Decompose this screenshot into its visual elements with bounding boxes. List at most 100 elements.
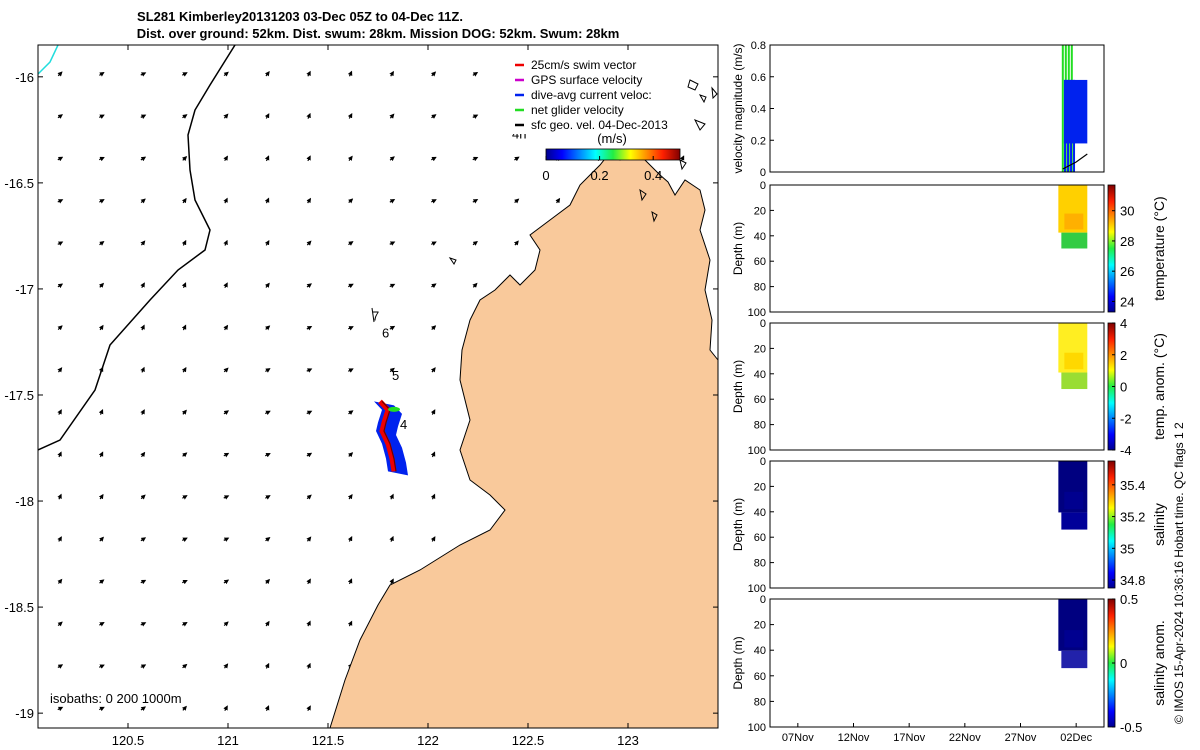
velocity-arrow xyxy=(431,325,437,331)
velocity-arrow xyxy=(223,71,229,77)
panel-y-tick-label: 100 xyxy=(748,722,766,734)
velocity-arrow xyxy=(306,705,311,711)
velocity-arrow xyxy=(223,155,228,162)
velocity-arrow xyxy=(389,535,394,542)
temp_anom-colorbar-tick-label: 4 xyxy=(1120,316,1127,331)
map-panel: 120.5 121 121.5 122 122.5 123 -16 -16.5 -17 -17.… xyxy=(4,44,719,748)
colorbar-tick-label: 0 xyxy=(542,168,549,183)
velocity-arrow xyxy=(182,114,188,119)
track-time-label: 4 xyxy=(400,417,407,432)
temp_anom-colorbar-tick-label: -4 xyxy=(1120,443,1132,458)
panel-y-tick-label: 80 xyxy=(754,696,766,708)
panel-y-label: Depth (m) xyxy=(731,360,745,413)
panel-x-tick-label: 12Nov xyxy=(838,732,870,744)
velocity-arrow xyxy=(389,198,396,204)
velocity-arrow xyxy=(264,620,270,627)
panel-x-tick-label: 02Dec xyxy=(1060,732,1092,744)
temperature-colorbar-tick-label: 30 xyxy=(1120,204,1134,219)
velocity-arrow xyxy=(347,493,353,500)
panel-salinity: 0 20 40 60 80 100 Depth (m) 34.8 35 35.2 35.4 salin… xyxy=(731,456,1167,595)
panel-y-tick-label: 60 xyxy=(754,532,766,544)
temperature-colorbar-tick-label: 28 xyxy=(1120,234,1134,249)
velocity-arrow xyxy=(98,493,104,500)
velocity-arrow xyxy=(348,368,354,373)
velocity-arrow xyxy=(472,114,479,119)
panel-y-tick-label: 0 xyxy=(760,180,766,192)
sal_anom-colorbar-tick-label: 0 xyxy=(1120,656,1127,671)
panel-x-tick-label: 07Nov xyxy=(782,732,814,744)
velocity-arrow xyxy=(140,366,145,373)
velocity-arrow xyxy=(472,72,479,77)
panel-y-label: velocity magnitude (m/s) xyxy=(731,43,745,173)
colorbar-tick-label: 0.4 xyxy=(644,168,662,183)
velocity-arrow xyxy=(431,241,437,246)
velocity-arrow xyxy=(431,114,437,119)
panel-y-label: Depth (m) xyxy=(731,636,745,689)
velocity-arrow xyxy=(57,621,63,627)
panel-y-tick-label: 80 xyxy=(754,420,766,432)
panel-frame xyxy=(769,322,1105,451)
velocity-arrow xyxy=(140,664,147,669)
panel-y-tick-label: 80 xyxy=(754,558,766,570)
velocity-arrow xyxy=(348,410,354,415)
velocity-arrow xyxy=(265,325,271,331)
salinity-data-mid xyxy=(1064,491,1084,510)
cyan-isobath xyxy=(38,45,59,75)
velocity-arrow xyxy=(181,197,187,204)
panel-temp_anom: 0 20 40 60 80 100 Depth (m) -4 -2 0 2 4 temp. anom. … xyxy=(731,316,1167,458)
map-frame xyxy=(37,44,719,729)
velocity-arrow xyxy=(389,578,394,585)
velocity-arrow xyxy=(431,283,437,289)
velocity-arrow xyxy=(140,156,147,162)
legend-background xyxy=(508,54,686,134)
legend-item-label: net glider velocity xyxy=(531,103,624,117)
panel-y-tick-label: 60 xyxy=(754,394,766,406)
velocity-arrow xyxy=(181,282,187,289)
panel-y-tick-label: 0.2 xyxy=(751,135,766,147)
velocity-arrow xyxy=(306,70,311,77)
velocity-arrow xyxy=(99,199,105,204)
legend-item-label: sfc geo. vel. 04-Dec-2013 xyxy=(531,118,668,132)
map-x-tick-label: 120.5 xyxy=(112,733,145,748)
velocity-arrow xyxy=(306,578,311,585)
salinity-colorbar-tick-label: 35.4 xyxy=(1120,478,1145,493)
panel-y-tick-label: 40 xyxy=(754,645,766,657)
velocity-arrow xyxy=(223,239,228,246)
velocity-arrow xyxy=(348,452,354,458)
velocity-arrow xyxy=(431,156,437,162)
velocity-arrow xyxy=(306,368,313,373)
panel-y-label: Depth (m) xyxy=(731,222,745,275)
panel-y-tick-label: 0.8 xyxy=(751,40,766,52)
panel-y-tick-label: 40 xyxy=(754,231,766,243)
swim-vector-track xyxy=(378,399,397,472)
panel-y-tick-label: 20 xyxy=(754,620,766,632)
velocity-arrow xyxy=(430,199,437,204)
sal_anom-colorbar-label: salinity anom. xyxy=(1151,620,1167,706)
velocity-arrow xyxy=(181,537,188,542)
velocity-arrow xyxy=(57,283,64,289)
velocity-arrow xyxy=(306,494,312,500)
velocity-arrow xyxy=(98,324,104,331)
velocity-arrow xyxy=(57,536,62,542)
velocity-arrow xyxy=(182,452,188,458)
velocity-arrow xyxy=(99,579,105,585)
panel-x-tick-label: 27Nov xyxy=(1005,732,1037,744)
velocity-arrow xyxy=(347,536,353,542)
temp_anom-colorbar-tick-label: -2 xyxy=(1120,411,1132,426)
temp_anom-colorbar-tick-label: 0 xyxy=(1120,380,1127,395)
map-x-tick-label: 122.5 xyxy=(512,733,545,748)
velocity-arrow xyxy=(347,155,353,161)
velocity-arrow xyxy=(181,705,187,711)
velocity-arrow xyxy=(98,451,104,458)
velocity-arrow xyxy=(389,70,394,77)
velocity-arrow xyxy=(389,241,396,246)
velocity-arrow xyxy=(264,71,270,77)
velocity-arrow xyxy=(348,283,354,289)
panel-y-tick-label: 0.6 xyxy=(751,72,766,84)
velocity-arrow xyxy=(223,452,230,458)
velocity-arrow xyxy=(140,537,147,542)
panel-y-tick-label: 0 xyxy=(760,167,766,179)
velocity-arrow xyxy=(430,536,436,542)
temperature-colorbar-gradient xyxy=(1107,184,1116,313)
